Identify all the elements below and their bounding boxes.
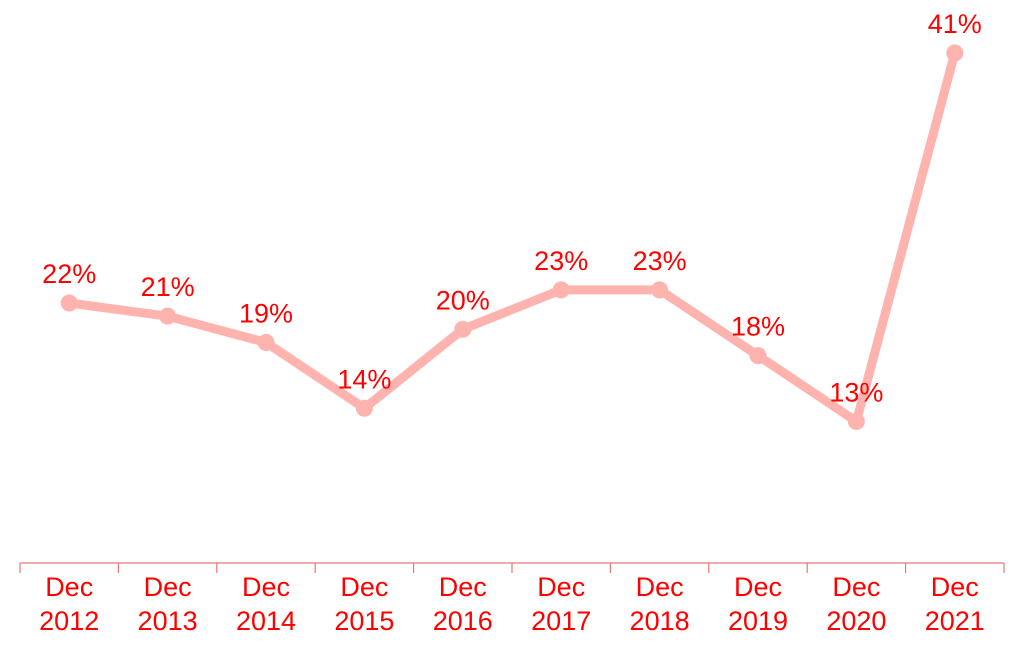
data-label-6: 23% — [534, 246, 588, 276]
data-points — [60, 44, 964, 430]
x-tick-label-line: Dec — [144, 572, 192, 602]
x-tick-label-line: 2021 — [925, 606, 985, 636]
x-tick-label-line: Dec — [340, 572, 388, 602]
x-tick-label-1: Dec 2012 — [39, 572, 99, 636]
data-point-7 — [651, 281, 669, 299]
x-tick-label-6: Dec 2017 — [531, 572, 591, 636]
x-tick-label-line: 2012 — [39, 606, 99, 636]
data-label-5: 20% — [436, 285, 490, 315]
data-label-7: 23% — [633, 246, 687, 276]
x-tick-label-line: 2017 — [531, 606, 591, 636]
series-line — [64, 48, 960, 426]
x-tick-label-line: Dec — [734, 572, 782, 602]
x-tick-label-2: Dec 2013 — [138, 572, 198, 636]
data-point-1 — [60, 294, 78, 312]
x-tick-label-line: Dec — [242, 572, 290, 602]
x-tick-label-line: Dec — [45, 572, 93, 602]
data-point-4 — [355, 399, 373, 417]
data-point-5 — [454, 320, 472, 338]
x-tick-label-8: Dec 2019 — [728, 572, 788, 636]
data-point-3 — [257, 333, 275, 351]
x-tick-label-line: 2016 — [433, 606, 493, 636]
data-point-10 — [946, 44, 964, 62]
data-label-3: 19% — [239, 298, 293, 328]
x-tick-label-10: Dec 2021 — [925, 572, 985, 636]
data-label-8: 18% — [731, 312, 785, 342]
x-tick-label-line: Dec — [636, 572, 684, 602]
data-labels: 22% 21% 19% 14% 20% 23% 23% 18% 13% 41% — [42, 9, 982, 407]
data-label-4: 14% — [337, 364, 391, 394]
series-line-group — [64, 48, 960, 426]
x-tick-label-4: Dec 2015 — [334, 572, 394, 636]
data-label-10: 41% — [928, 9, 982, 39]
x-tick-label-9: Dec 2020 — [826, 572, 886, 636]
data-point-9 — [847, 412, 865, 430]
data-point-2 — [159, 307, 177, 325]
x-tick-label-3: Dec 2014 — [236, 572, 296, 636]
x-tick-label-line: 2019 — [728, 606, 788, 636]
x-axis — [19, 562, 1005, 573]
data-point-8 — [749, 347, 767, 365]
x-tick-label-5: Dec 2016 — [433, 572, 493, 636]
x-tick-label-line: 2014 — [236, 606, 296, 636]
x-tick-label-line: Dec — [931, 572, 979, 602]
data-point-6 — [552, 281, 570, 299]
x-tick-label-line: Dec — [537, 572, 585, 602]
x-tick-label-line: 2018 — [630, 606, 690, 636]
data-label-2: 21% — [141, 272, 195, 302]
x-tick-label-line: 2015 — [334, 606, 394, 636]
data-label-9: 13% — [829, 377, 883, 407]
x-tick-label-line: 2013 — [138, 606, 198, 636]
x-tick-labels: Dec 2012 Dec 2013 Dec 2014 Dec 2015 Dec 2016 Dec 20… — [39, 572, 985, 636]
x-tick-label-line: 2020 — [826, 606, 886, 636]
data-label-1: 22% — [42, 259, 96, 289]
x-tick-label-line: Dec — [439, 572, 487, 602]
x-tick-label-7: Dec 2018 — [630, 572, 690, 636]
x-tick-label-line: Dec — [832, 572, 880, 602]
